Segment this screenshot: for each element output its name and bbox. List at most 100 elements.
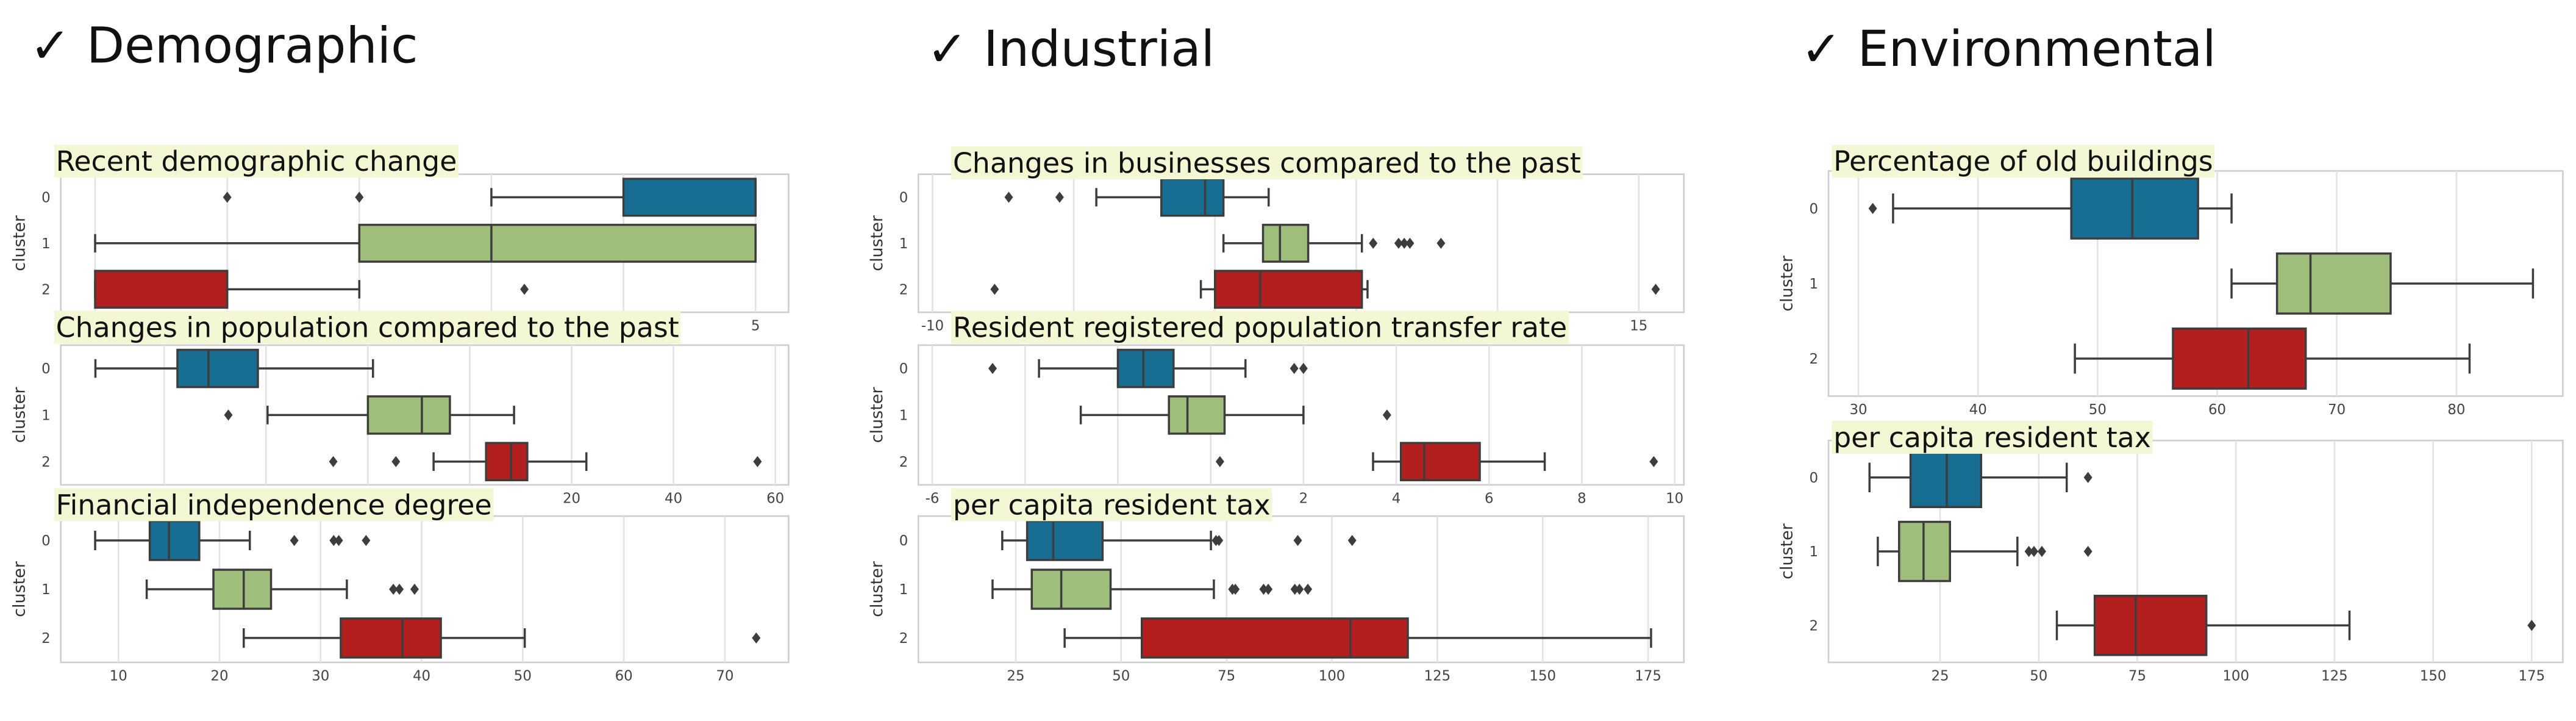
flier [1400, 237, 1409, 249]
y-tick-label: 1 [1809, 276, 1818, 292]
x-tick-label: 150 [1529, 669, 1556, 684]
x-tick-label: 50 [2089, 402, 2107, 418]
y-tick-label: 2 [41, 454, 51, 470]
y-tick-label: 2 [1809, 618, 1818, 634]
box-group [94, 270, 529, 309]
flier [1394, 237, 1403, 249]
y-tick-label: 1 [899, 407, 908, 423]
section-header: ✓ Demographic [30, 17, 418, 74]
flier [355, 192, 364, 203]
y-tick-label: 0 [899, 190, 908, 206]
box [1140, 617, 1409, 659]
x-tick-label: 30 [312, 669, 329, 684]
box-group [94, 348, 374, 389]
x-tick-label: 40 [665, 491, 682, 507]
title-highlight [54, 488, 494, 522]
box-group [2074, 327, 2471, 390]
title-highlight [951, 488, 1272, 522]
x-tick-label: 10 [1666, 491, 1683, 507]
box [1030, 569, 1112, 610]
x-tick-label: 4 [1392, 491, 1401, 507]
title-highlight [951, 310, 1569, 344]
box-group [94, 223, 757, 263]
y-axis-label: cluster [868, 387, 887, 443]
box-group [1079, 395, 1391, 435]
title-highlight [54, 310, 681, 344]
x-tick-label: 80 [2447, 402, 2465, 418]
flier [1868, 203, 1877, 214]
box-group [1215, 442, 1658, 482]
x-tick-label: 50 [1112, 669, 1130, 684]
y-tick-label: 2 [1809, 351, 1818, 367]
box-group [990, 270, 1660, 309]
x-tick-label: 5 [751, 318, 760, 334]
x-tick-label: 25 [1931, 669, 1949, 684]
x-tick-label: 175 [2518, 669, 2545, 684]
x-tick-label: 10 [110, 669, 127, 684]
chart-title: per capita resident tax [953, 488, 1271, 521]
box-group [988, 348, 1308, 389]
title-highlight [951, 146, 1583, 179]
x-tick-label: 6 [1485, 491, 1494, 507]
box [2093, 595, 2208, 656]
section-header: ✓ Environmental [1800, 21, 2216, 78]
flier [1651, 284, 1660, 295]
x-tick-label: 125 [1424, 669, 1451, 684]
box [176, 348, 259, 389]
box [1261, 223, 1310, 263]
flier [1304, 583, 1313, 595]
x-tick-label: 30 [1849, 402, 1867, 418]
box-group [243, 617, 761, 659]
box [1168, 395, 1226, 435]
x-tick-label: 60 [766, 491, 784, 507]
y-tick-label: 1 [1809, 544, 1818, 560]
chart-title: Resident registered population transfer … [953, 310, 1567, 343]
x-tick-label: 100 [1319, 669, 1346, 684]
x-tick-label: 70 [2328, 402, 2346, 418]
box-group [1868, 177, 2233, 240]
box [1160, 178, 1225, 217]
flier [1290, 362, 1299, 375]
box-group [991, 569, 1313, 610]
box [212, 569, 273, 610]
flier [2527, 620, 2536, 631]
box [2070, 177, 2199, 240]
box [340, 617, 442, 659]
chart-title: Changes in population compared to the pa… [56, 310, 679, 343]
x-tick-label: 8 [1577, 491, 1586, 507]
x-tick-label: -10 [921, 318, 944, 334]
flier [1259, 583, 1268, 595]
flier [2083, 472, 2093, 483]
flier [1295, 583, 1304, 595]
box-group [145, 569, 419, 610]
x-tick-label: 175 [1635, 669, 1661, 684]
flier [224, 409, 233, 421]
x-tick-label: 40 [413, 669, 430, 684]
y-tick-label: 2 [41, 282, 51, 298]
x-tick-label: 50 [514, 669, 532, 684]
title-highlight [1832, 145, 2215, 178]
box [485, 442, 529, 482]
box [148, 520, 201, 561]
box-group [329, 442, 762, 482]
flier [1293, 534, 1302, 547]
box-group [2055, 595, 2536, 656]
x-tick-label: 100 [2222, 669, 2249, 684]
y-axis-label: cluster [868, 561, 887, 617]
x-tick-label: 75 [1218, 669, 1235, 684]
x-tick-label: 20 [210, 669, 228, 684]
flier [1299, 362, 1308, 375]
flier [389, 583, 398, 595]
box [94, 270, 229, 309]
section-header: ✓ Industrial [927, 21, 1215, 78]
y-tick-label: 0 [41, 533, 51, 549]
x-tick-label: 50 [2030, 669, 2047, 684]
y-tick-label: 2 [899, 282, 908, 298]
y-tick-label: 0 [41, 361, 51, 377]
y-tick-label: 0 [41, 190, 51, 206]
flier [1369, 237, 1378, 249]
box-group [94, 520, 371, 561]
box [1026, 520, 1104, 561]
x-tick-label: 20 [563, 491, 580, 507]
chart-title: per capita resident tax [1833, 421, 2151, 454]
